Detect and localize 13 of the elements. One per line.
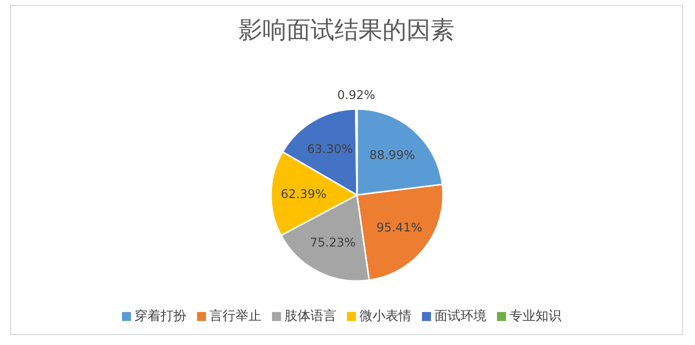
data-label: 62.39% (280, 187, 327, 202)
legend-label: 言行举止 (210, 309, 262, 324)
legend-label: 专业知识 (510, 309, 562, 324)
data-label: 0.92% (337, 88, 376, 102)
legend-label: 面试环境 (434, 309, 486, 324)
data-label: 88.99% (369, 148, 416, 162)
data-label: 75.23% (310, 236, 356, 250)
legend-label: 微小表情 (360, 309, 412, 324)
legend-label: 穿着打扮 (134, 309, 186, 324)
data-label: 63.30% (307, 142, 353, 156)
chart-title: 影响面试结果的因素 (238, 15, 456, 46)
legend-label: 肢体语言 (284, 309, 336, 324)
data-label: 95.41% (376, 220, 422, 234)
